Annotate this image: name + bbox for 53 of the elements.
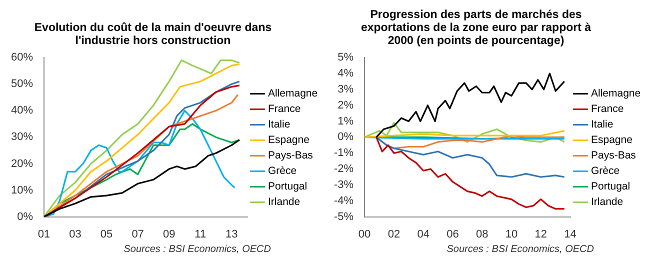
- y-tick-label: 0%: [17, 210, 34, 223]
- x-tick-label: 09: [162, 228, 176, 240]
- y-tick-label: 2%: [338, 99, 354, 112]
- legend-label: Portugal: [591, 180, 630, 193]
- x-tick-label: 05: [100, 228, 113, 240]
- y-tick-label: -2%: [334, 163, 354, 176]
- source-note: Sources : BSI Economics, OECD: [122, 244, 272, 255]
- x-tick-label: 04: [417, 228, 430, 240]
- y-tick-label: 50%: [10, 78, 34, 90]
- y-tick-label: 0%: [338, 131, 354, 144]
- legend-label: Allemagne: [268, 88, 318, 100]
- x-tick-label: 14: [564, 228, 576, 240]
- chart-title: Progression des parts de marchés des exportations de la zone euro par rapport à 2000 (en points de pourcentage): [360, 8, 592, 48]
- source-note: Sources : BSI Economics, OECD: [446, 244, 595, 255]
- y-tick-label: 40%: [10, 104, 34, 117]
- legend-label: Espagne: [591, 134, 633, 146]
- legend-label: Pays-Bas: [591, 150, 636, 162]
- x-tick-label: 02: [388, 228, 400, 240]
- x-tick-label: 03: [69, 228, 82, 240]
- y-tick-label: -3%: [334, 178, 354, 191]
- x-tick-label: 08: [476, 228, 488, 240]
- x-tick-label: 13: [225, 228, 238, 240]
- x-tick-label: 12: [534, 228, 547, 240]
- legend-label: Italie: [591, 118, 614, 131]
- legend-label: Irlande: [268, 196, 300, 208]
- legend-label: Pays-Bas: [268, 150, 313, 162]
- legend-label: France: [268, 103, 301, 116]
- y-tick-label: 3%: [338, 83, 354, 96]
- y-tick-label: -4%: [334, 194, 354, 207]
- legend-label: Grèce: [268, 165, 297, 178]
- legend-label: Allemagne: [591, 88, 641, 100]
- y-tick-label: 10%: [10, 184, 34, 196]
- y-tick-label: 20%: [10, 158, 34, 170]
- y-tick-label: 60%: [10, 52, 34, 64]
- x-tick-label: 10: [505, 228, 518, 240]
- y-tick-label: -5%: [334, 210, 354, 223]
- y-tick-label: 1%: [338, 115, 354, 128]
- y-tick-label: 4%: [338, 68, 354, 80]
- x-tick-label: 07: [132, 228, 144, 240]
- legend-label: Grèce: [591, 165, 620, 178]
- x-tick-label: 11: [194, 228, 206, 240]
- y-tick-label: -1%: [334, 147, 354, 160]
- chart-title: Evolution du coût de la main d'oeuvre dans l'industrie hors construction: [33, 21, 273, 48]
- y-tick-label: 5%: [338, 52, 354, 64]
- legend-label: Espagne: [268, 134, 310, 146]
- legend-label: France: [591, 103, 624, 116]
- legend-label: Italie: [268, 118, 290, 131]
- y-tick-label: 30%: [10, 131, 34, 144]
- legend-label: Portugal: [268, 180, 308, 193]
- x-tick-label: 00: [358, 228, 371, 240]
- x-tick-label: 01: [38, 228, 50, 240]
- x-tick-label: 06: [446, 228, 459, 240]
- legend-label: Irlande: [591, 196, 624, 208]
